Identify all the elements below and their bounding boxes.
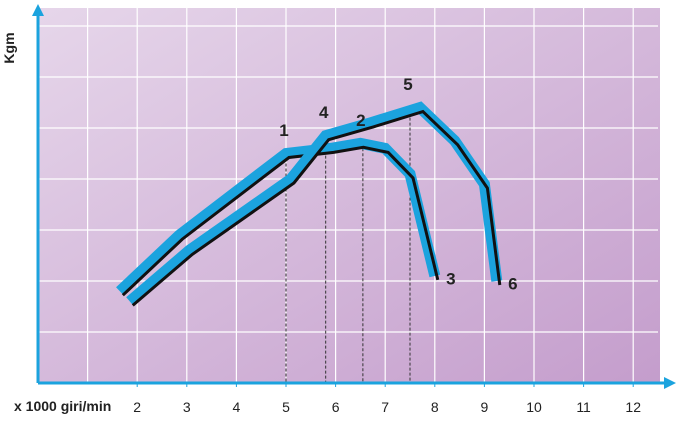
x-tick-label: 2 <box>133 399 141 415</box>
x-tick-label: 3 <box>183 399 191 415</box>
point-label: 1 <box>279 121 288 140</box>
point-label: 4 <box>319 103 329 122</box>
point-label: 3 <box>446 269 455 288</box>
x-axis-arrow <box>664 377 676 389</box>
y-axis-label: Kgm <box>1 32 17 63</box>
x-tick-label: 9 <box>481 399 489 415</box>
point-label: 5 <box>403 75 412 94</box>
x-tick-label: 12 <box>625 399 641 415</box>
x-tick-label: 6 <box>332 399 340 415</box>
plot <box>116 101 503 383</box>
y-axis-arrow <box>32 4 44 16</box>
x-tick-label: 8 <box>431 399 439 415</box>
plot-background <box>38 8 660 383</box>
x-tick-label: 4 <box>233 399 241 415</box>
x-tick-label: 7 <box>381 399 389 415</box>
point-label: 6 <box>508 274 517 293</box>
x-tick-label: 5 <box>282 399 290 415</box>
point-label: 2 <box>356 111 365 130</box>
x-tick-label: 10 <box>526 399 542 415</box>
curve-shadow <box>131 109 502 307</box>
curve-shadow <box>121 145 440 297</box>
x-axis-label: x 1000 giri/min <box>14 398 111 414</box>
x-tick-label: 11 <box>576 399 591 415</box>
